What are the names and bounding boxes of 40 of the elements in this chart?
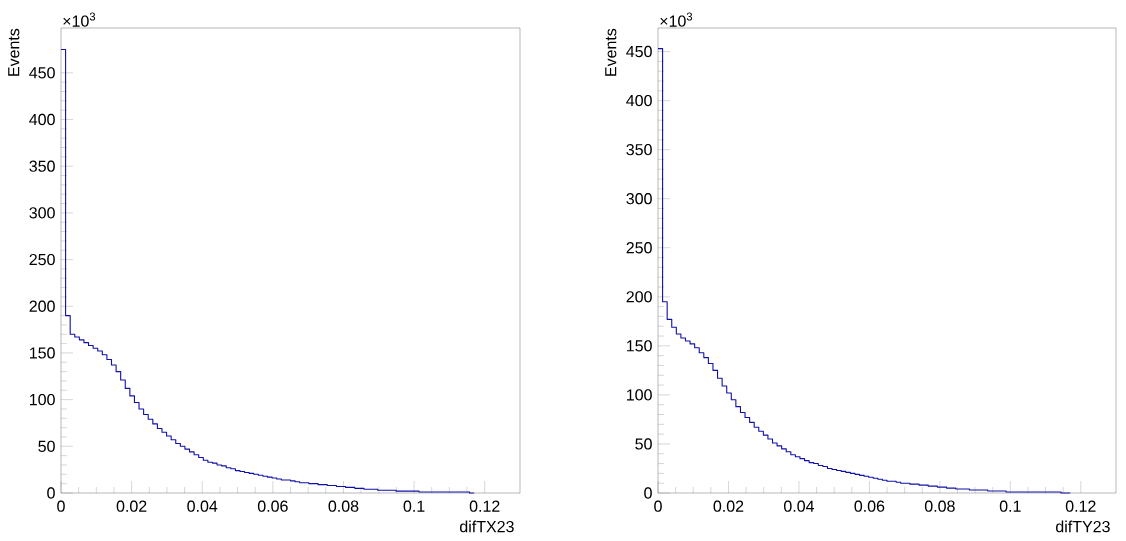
x-tick-label: 0.02 — [116, 500, 147, 512]
x-axis-title: difTX23 — [460, 520, 514, 533]
x-axis-title: difTY23 — [1056, 520, 1110, 533]
x-tick-label: 0.1 — [999, 500, 1021, 512]
y-tick-label: 250 — [626, 242, 652, 254]
y-tick-label: 200 — [29, 300, 55, 312]
y-tick-label: 450 — [29, 67, 55, 79]
y-tick-label: 400 — [29, 113, 55, 126]
y-axis-title: Events — [605, 28, 617, 76]
x-tick-label: 0 — [654, 500, 662, 512]
y-tick-label: 300 — [626, 193, 652, 205]
x-tick-label: 0.12 — [469, 500, 500, 512]
text: ×10$^{3}$ — [660, 12, 693, 27]
y-tick-label: 300 — [29, 207, 55, 219]
y-tick-label: 0 — [644, 487, 652, 499]
y-tick-label: 0 — [47, 487, 55, 499]
y-axis-title: Events — [8, 28, 20, 76]
y-tick-label: 50 — [38, 440, 55, 452]
x-tick-label: 0 — [57, 500, 65, 512]
y-tick-label: 350 — [626, 143, 652, 156]
x-tick-label: 0.04 — [187, 500, 218, 512]
y-tick-label: 200 — [626, 291, 652, 303]
x-tick-label: 0.08 — [328, 500, 359, 512]
y-tick-label: 150 — [29, 347, 55, 359]
y-tick-label: 150 — [627, 340, 652, 352]
y-tick-label: 450 — [626, 45, 652, 58]
x-tick-label: 0.02 — [713, 500, 744, 512]
x-tick-label: 0.04 — [783, 500, 815, 512]
x-tick-label: 0.06 — [257, 500, 288, 512]
text: ×10$^{3}$ — [63, 12, 96, 27]
y-tick-label: 50 — [635, 438, 652, 450]
y-tick-label: 100 — [29, 393, 55, 406]
x-tick-label: 0.08 — [924, 500, 955, 512]
x-tick-label: 0.12 — [1065, 500, 1096, 512]
y-tick-label: 250 — [29, 253, 55, 266]
y-tick-label: 400 — [626, 94, 652, 107]
y-tick-label: 100 — [627, 389, 652, 401]
x-tick-label: 0.06 — [854, 500, 885, 512]
x-tick-label: 0.1 — [403, 500, 425, 512]
y-tick-label: 350 — [29, 160, 55, 172]
